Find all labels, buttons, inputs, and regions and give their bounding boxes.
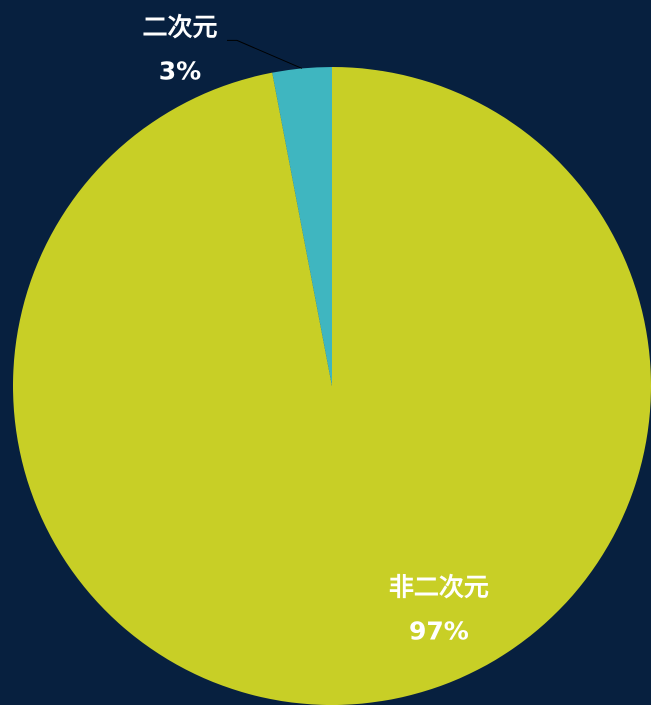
slice-value-label: 97% bbox=[409, 617, 469, 646]
slice-label: 非二次元 bbox=[389, 573, 489, 602]
pie-slice bbox=[272, 67, 332, 386]
leader-line bbox=[226, 39, 303, 69]
pie-slice bbox=[12, 67, 651, 705]
slice-value-label: 3% bbox=[159, 56, 201, 85]
slice-label: 二次元 bbox=[142, 12, 217, 41]
